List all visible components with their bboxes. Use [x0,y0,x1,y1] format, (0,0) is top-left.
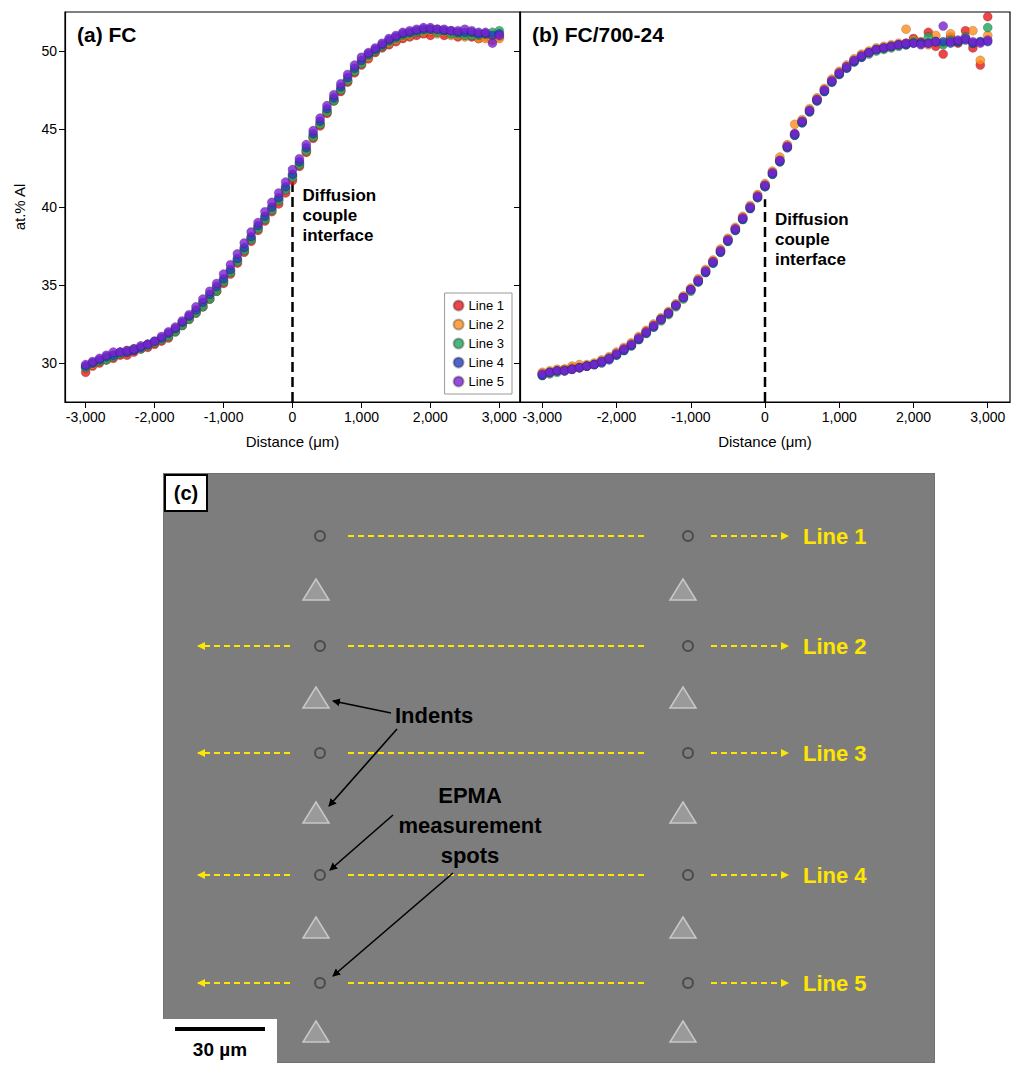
svg-text:0: 0 [761,409,769,425]
svg-text:(b) FC/700-24: (b) FC/700-24 [532,23,664,46]
svg-text:45: 45 [41,121,57,137]
svg-text:-3,000: -3,000 [522,409,562,425]
svg-text:35: 35 [41,277,57,293]
svg-text:Line 4: Line 4 [469,355,504,370]
svg-text:interface: interface [303,226,374,245]
svg-text:2,000: 2,000 [896,409,931,425]
svg-text:spots: spots [441,843,500,868]
svg-text:1,000: 1,000 [344,409,379,425]
svg-text:-3,000: -3,000 [66,409,106,425]
svg-text:Line 3: Line 3 [469,336,504,351]
svg-text:Line 5: Line 5 [803,971,867,996]
svg-text:(a) FC: (a) FC [77,23,137,46]
svg-text:Line 3: Line 3 [803,741,867,766]
svg-text:Line 2: Line 2 [803,634,867,659]
svg-text:Indents: Indents [395,703,473,728]
svg-text:(c): (c) [174,482,198,504]
svg-text:3,000: 3,000 [970,409,1005,425]
svg-text:-1,000: -1,000 [671,409,711,425]
svg-text:30 µm: 30 µm [193,1039,247,1060]
svg-text:3,000: 3,000 [482,409,517,425]
svg-text:couple: couple [775,230,830,249]
svg-text:Distance (μm): Distance (μm) [246,433,340,450]
svg-text:30: 30 [41,355,57,371]
svg-text:2,000: 2,000 [413,409,448,425]
svg-text:Line 1: Line 1 [803,524,867,549]
svg-text:Distance (μm): Distance (μm) [718,433,812,450]
svg-text:-2,000: -2,000 [597,409,637,425]
svg-text:Line 5: Line 5 [469,374,504,389]
svg-text:measurement: measurement [398,813,542,838]
svg-text:couple: couple [303,206,358,225]
svg-text:1,000: 1,000 [822,409,857,425]
svg-text:40: 40 [41,199,57,215]
svg-text:-2,000: -2,000 [135,409,175,425]
svg-text:Diffusion: Diffusion [303,186,377,205]
svg-text:Line 4: Line 4 [803,863,867,888]
svg-text:0: 0 [289,409,297,425]
svg-text:Line 2: Line 2 [469,317,504,332]
svg-text:EPMA: EPMA [438,783,502,808]
svg-text:at.% Al: at.% Al [11,184,28,231]
svg-text:50: 50 [41,43,57,59]
svg-text:Diffusion: Diffusion [775,210,849,229]
svg-text:Line 1: Line 1 [469,298,504,313]
svg-text:interface: interface [775,250,846,269]
svg-text:-1,000: -1,000 [204,409,244,425]
